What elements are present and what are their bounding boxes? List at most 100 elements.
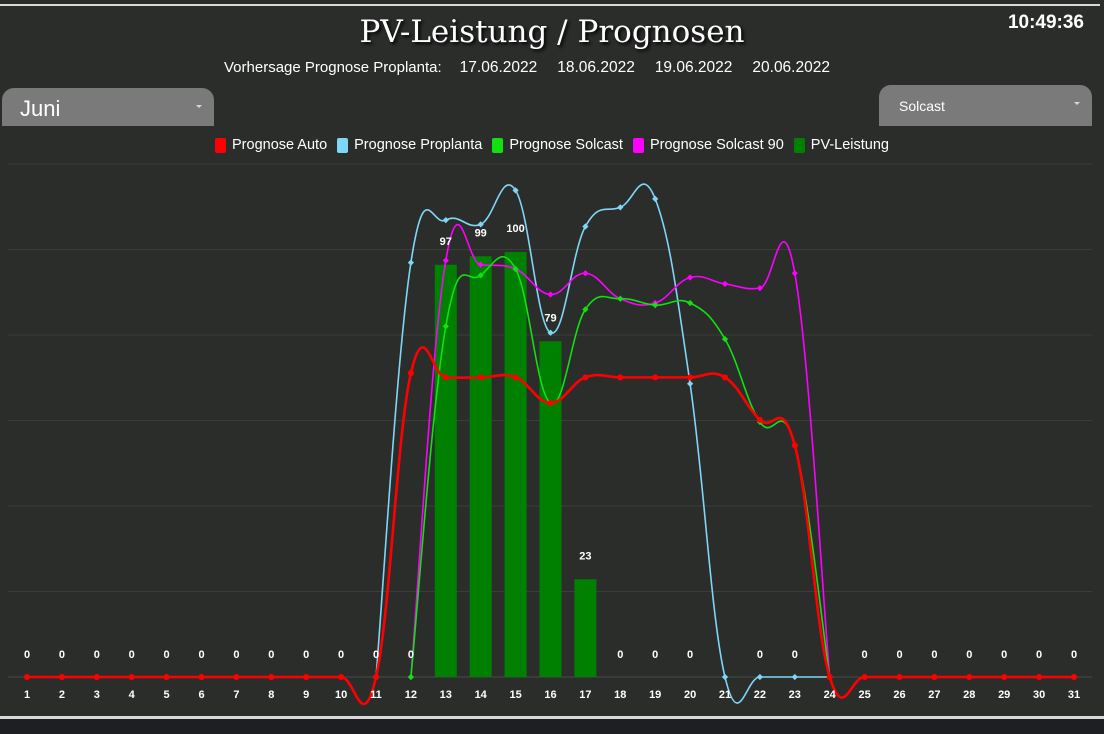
x-tick-label: 11: [370, 689, 382, 701]
x-tick-label: 23: [789, 689, 801, 701]
line-prognose-proplanta: [375, 183, 830, 704]
point-prognose-auto: [58, 674, 65, 680]
chevron-down-icon: [1074, 102, 1080, 105]
legend-label: Prognose Auto: [232, 137, 328, 153]
x-tick-label: 9: [303, 689, 309, 701]
source-select-value: Solcast: [899, 98, 945, 114]
legend-item-prognose-solcast-90[interactable]: Prognose Solcast 90: [632, 137, 784, 153]
bottom-border: [0, 716, 1104, 719]
x-tick-label: 19: [649, 689, 661, 701]
point-prognose-auto: [24, 674, 30, 680]
point-prognose-auto: [198, 674, 205, 680]
legend-swatch: [793, 137, 805, 153]
x-tick-label: 1: [24, 689, 30, 701]
bar-data-label: 0: [1071, 649, 1077, 661]
forecast-label: Vorhersage Prognose Proplanta:: [224, 59, 442, 76]
point-prognose-auto: [687, 374, 694, 381]
bar-pv-leistung: [574, 579, 597, 677]
legend-swatch: [337, 137, 349, 153]
point-prognose-proplanta: [442, 217, 449, 224]
page-title: PV-Leistung / Prognosen: [359, 14, 745, 50]
bar-data-label: 0: [24, 649, 30, 661]
x-tick-label: 3: [94, 689, 100, 701]
point-prognose-auto: [582, 374, 589, 381]
x-tick-label: 24: [824, 689, 837, 701]
month-select[interactable]: Juni: [2, 88, 214, 126]
bar-data-label: 0: [931, 649, 937, 661]
legend-item-prognose-proplanta[interactable]: Prognose Proplanta: [337, 137, 482, 153]
bar-data-label: 0: [792, 649, 798, 661]
legend-swatch: [215, 137, 226, 153]
legend-swatch: [632, 137, 644, 153]
bar-data-label: 0: [303, 649, 309, 661]
point-prognose-auto: [407, 370, 414, 377]
chart-legend: Prognose Auto Prognose Proplanta Prognos…: [0, 137, 1104, 153]
point-prognose-solcast-90: [756, 285, 764, 292]
bar-data-label: 0: [373, 649, 379, 661]
bar-data-label: 0: [687, 649, 693, 661]
point-prognose-solcast: [686, 299, 694, 307]
point-prognose-auto: [722, 374, 728, 381]
x-tick-label: 6: [198, 689, 204, 701]
bar-data-label: 0: [94, 649, 100, 661]
x-tick-label: 20: [684, 689, 696, 701]
legend-item-prognose-auto[interactable]: Prognose Auto: [215, 137, 327, 153]
point-prognose-auto: [791, 442, 798, 449]
point-prognose-auto: [128, 674, 135, 680]
point-prognose-solcast: [407, 673, 415, 681]
x-tick-label: 2: [59, 689, 65, 701]
bar-data-label: 0: [198, 649, 204, 661]
point-prognose-solcast: [617, 295, 624, 302]
x-tick-label: 8: [268, 689, 274, 701]
point-prognose-auto: [826, 674, 833, 680]
x-tick-label: 28: [963, 689, 975, 701]
legend-item-prognose-solcast[interactable]: Prognose Solcast: [492, 137, 623, 153]
x-tick-label: 22: [754, 689, 766, 701]
point-prognose-auto: [303, 674, 310, 680]
source-select[interactable]: Solcast: [879, 85, 1092, 126]
bar-pv-leistung: [539, 341, 562, 677]
point-prognose-auto: [931, 674, 938, 680]
x-tick-label: 21: [719, 689, 731, 701]
legend-item-pv-leistung[interactable]: PV-Leistung: [793, 137, 889, 153]
point-prognose-auto: [966, 674, 973, 680]
x-tick-label: 15: [509, 689, 521, 701]
point-prognose-auto: [547, 399, 554, 406]
point-prognose-auto: [338, 674, 345, 680]
x-tick-label: 18: [614, 689, 626, 701]
point-prognose-solcast-90: [686, 274, 694, 281]
bar-data-label: 79: [544, 312, 556, 324]
x-tick-label: 13: [440, 689, 452, 701]
legend-label: Prognose Solcast: [509, 137, 623, 153]
x-tick-label: 29: [998, 689, 1010, 701]
legend-swatch: [492, 137, 504, 153]
point-prognose-auto: [442, 374, 449, 381]
bar-data-label: 0: [896, 649, 902, 661]
point-prognose-auto: [1001, 674, 1008, 680]
bar-data-label: 0: [1001, 649, 1007, 661]
forecast-date: 20.06.2022: [752, 59, 830, 76]
bar-data-label: 23: [579, 550, 591, 562]
point-prognose-proplanta: [686, 380, 694, 387]
point-prognose-auto: [896, 674, 903, 680]
x-tick-label: 30: [1033, 689, 1045, 701]
point-prognose-solcast-90: [721, 280, 729, 287]
legend-label: PV-Leistung: [810, 137, 889, 153]
point-prognose-auto: [861, 674, 868, 680]
point-prognose-auto: [617, 374, 624, 381]
bar-data-label: 0: [408, 649, 414, 661]
point-prognose-auto: [756, 416, 763, 423]
x-tick-label: 4: [129, 689, 136, 701]
bar-data-label: 0: [757, 649, 763, 661]
forecast-date: 17.06.2022: [459, 59, 538, 76]
x-tick-label: 7: [233, 689, 239, 701]
line-prognose-solcast: [410, 255, 831, 678]
bar-pv-leistung: [504, 252, 527, 677]
point-prognose-auto: [477, 374, 484, 381]
point-prognose-proplanta: [407, 259, 415, 266]
x-tick-label: 14: [475, 689, 488, 701]
x-tick-label: 25: [858, 689, 870, 701]
bar-data-label: 0: [59, 649, 65, 661]
bar-data-label: 0: [617, 649, 623, 661]
